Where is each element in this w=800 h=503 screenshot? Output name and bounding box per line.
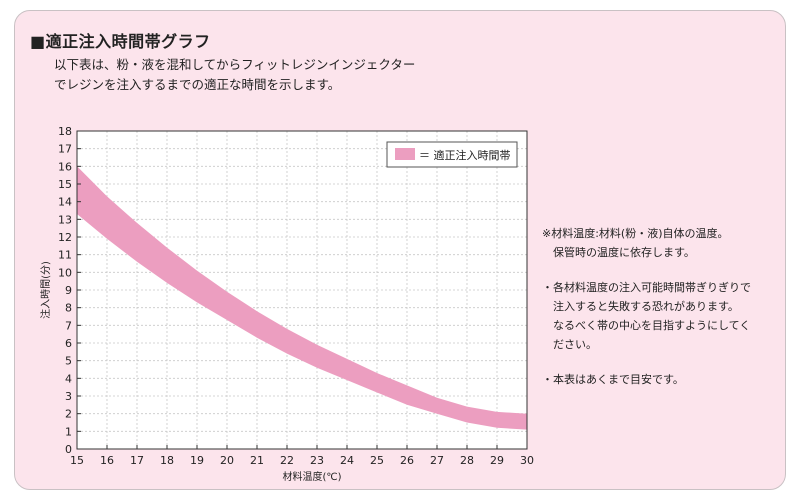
x-tick-label: 15: [70, 454, 84, 467]
x-tick-label: 30: [520, 454, 534, 467]
y-tick-label: 12: [58, 231, 72, 244]
note-line: なるべく帯の中心を目指すようにしてく: [542, 319, 751, 332]
y-tick-label: 1: [65, 425, 72, 438]
x-tick-label: 29: [490, 454, 504, 467]
y-tick-label: 14: [58, 196, 72, 209]
x-tick-label: 19: [190, 454, 204, 467]
y-tick-label: 10: [58, 266, 72, 279]
y-tick-label: 6: [65, 337, 72, 350]
y-tick-label: 17: [58, 143, 72, 156]
y-tick-label: 13: [58, 213, 72, 226]
note-material-temp: ※材料温度:材料(粉・液)自体の温度。 保管時の温度に依存します。: [542, 224, 772, 262]
x-tick-label: 26: [400, 454, 414, 467]
x-tick-label: 25: [370, 454, 384, 467]
intro-line-2: でレジンを注入するまでの適正な時間を示します。: [54, 77, 341, 92]
note-line: 保管時の温度に依存します。: [542, 246, 695, 259]
y-tick-label: 7: [65, 319, 72, 332]
note-line: ・各材料温度の注入可能時間帯ぎりぎりで: [542, 281, 751, 294]
y-tick-label: 16: [58, 160, 72, 173]
grid: [77, 131, 527, 449]
x-tick-label: 17: [130, 454, 144, 467]
y-tick-label: 8: [65, 302, 72, 315]
y-tick-label: 18: [58, 125, 72, 138]
y-tick-label: 11: [58, 249, 72, 262]
x-axis-label: 材料温度(℃): [282, 470, 341, 483]
y-tick-label: 0: [65, 443, 72, 456]
note-line: 注入すると失敗する恐れがあります。: [542, 300, 739, 313]
y-tick-label: 5: [65, 355, 72, 368]
intro-line-1: 以下表は、粉・液を混和してからフィットレジンインジェクター: [54, 57, 416, 72]
x-tick-label: 24: [340, 454, 354, 467]
x-tick-label: 20: [220, 454, 234, 467]
x-tick-label: 21: [250, 454, 264, 467]
y-tick-label: 3: [65, 390, 72, 403]
legend: ＝ 適正注入時間帯: [386, 141, 518, 168]
y-tick-label: 4: [65, 372, 72, 385]
page-title: ■適正注入時間帯グラフ: [30, 32, 211, 51]
note-line: ・本表はあくまで目安です。: [542, 373, 684, 386]
legend-label: ＝ 適正注入時間帯: [419, 148, 511, 162]
y-tick-label: 15: [58, 178, 72, 191]
x-tick-label: 16: [100, 454, 114, 467]
note-guideline: ・本表はあくまで目安です。: [542, 370, 772, 389]
y-tick-label: 9: [65, 284, 72, 297]
x-tick-label: 18: [160, 454, 174, 467]
y-axis-label: 注入時間(分): [39, 261, 52, 319]
note-injection-warning: ・各材料温度の注入可能時間帯ぎりぎりで 注入すると失敗する恐れがあります。 なる…: [542, 278, 772, 354]
x-tick-label: 22: [280, 454, 294, 467]
x-tick-label: 27: [430, 454, 444, 467]
note-line: ※材料温度:材料(粉・液)自体の温度。: [542, 227, 729, 240]
x-tick-label: 23: [310, 454, 324, 467]
x-tick-label: 28: [460, 454, 474, 467]
notes: ※材料温度:材料(粉・液)自体の温度。 保管時の温度に依存します。 ・各材料温度…: [542, 224, 772, 389]
note-line: ださい。: [542, 338, 597, 351]
y-tick-label: 2: [65, 408, 72, 421]
intro-text: 以下表は、粉・液を混和してからフィットレジンインジェクター でレジンを注入するま…: [54, 55, 415, 95]
legend-swatch: [395, 148, 415, 160]
